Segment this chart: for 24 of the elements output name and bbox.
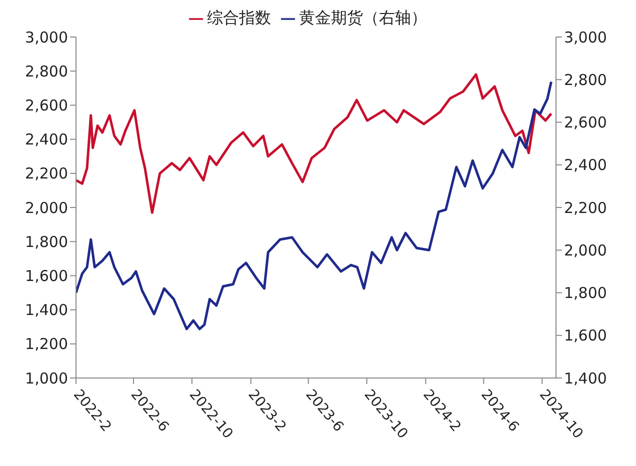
y2-tick-label: 1,800 [564,284,607,302]
y-tick-label: 1,200 [25,335,68,354]
y-tick-label: 1,000 [25,369,68,388]
y-tick-label: 3,000 [25,28,68,46]
y2-tick-label: 2,600 [564,114,607,132]
y-tick-label: 1,600 [25,267,68,286]
y-tick-label: 2,800 [25,62,68,80]
y2-tick-label: 2,200 [564,198,607,217]
legend-label: 黄金期货（右轴） [299,8,427,27]
y-tick-label: 1,400 [25,301,68,320]
y2-tick-label: 2,800 [564,70,607,89]
y-tick-label: 2,000 [25,198,68,217]
y-tick-label: 2,400 [25,130,68,149]
line-series [76,73,552,214]
y2-tick-label: 3,000 [564,28,607,46]
y2-tick-label: 1,600 [564,326,607,345]
y-tick-label: 2,600 [25,96,68,115]
y2-tick-label: 2,400 [564,156,607,174]
y-tick-label: 1,800 [25,232,68,251]
y-tick-label: 2,200 [25,164,68,183]
legend-label: 综合指数 [207,8,271,27]
y2-tick-label: 1,400 [564,369,607,388]
line-series [76,80,552,330]
y2-tick-label: 2,000 [564,241,607,260]
